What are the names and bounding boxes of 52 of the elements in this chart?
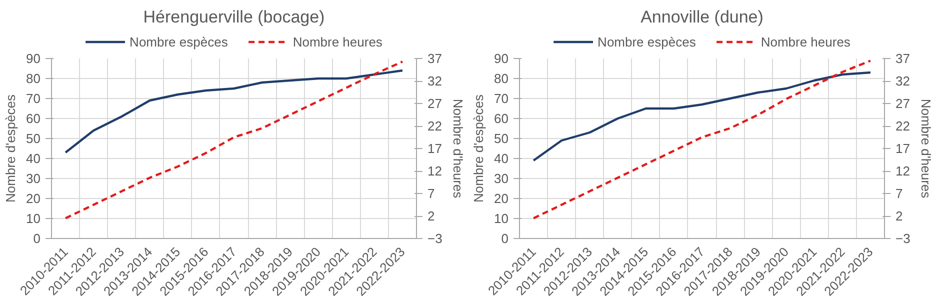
y-tick-label: 70	[26, 91, 41, 106]
chart-title: Hérenguerville (bocage)	[143, 8, 325, 26]
y2-tick-label: 27	[428, 96, 442, 111]
y-tick-label: 20	[494, 191, 509, 206]
y-tick-label: 30	[26, 171, 41, 186]
y2-tick-label: −3	[428, 231, 442, 246]
y2-tick-label: 17	[428, 141, 442, 156]
y-tick-label: 10	[26, 211, 41, 226]
y-tick-label: 50	[26, 131, 41, 146]
y-tick-label: 40	[494, 151, 509, 166]
legend-label: Nombre heures	[292, 34, 382, 49]
y2-axis-title: Nombre d'heures	[450, 98, 466, 199]
y-tick-label: 80	[494, 71, 509, 86]
y-tick-label: 70	[494, 91, 509, 106]
y-tick-label: 20	[26, 191, 41, 206]
y-tick-label: 30	[494, 171, 509, 186]
legend-label: Nombre espèces	[598, 34, 696, 49]
line-series	[532, 71, 872, 162]
y2-tick-label: 2	[428, 208, 435, 224]
y2-tick-label: 37	[428, 51, 442, 66]
y2-tick-label: −3	[896, 231, 910, 246]
y2-tick-label: 12	[428, 164, 442, 178]
line-series	[64, 69, 404, 154]
y2-tick-label: 32	[896, 74, 910, 88]
line-series	[532, 60, 872, 220]
y-tick-label: 60	[26, 111, 41, 126]
y-tick-label: 50	[494, 131, 509, 146]
y2-tick-label: 17	[896, 141, 910, 156]
y-tick-label: 40	[26, 151, 41, 166]
y2-tick-label: 7	[428, 186, 435, 201]
y-tick-label: 80	[26, 71, 41, 86]
y2-tick-label: 12	[896, 164, 910, 178]
line-series	[64, 60, 404, 220]
legend-label: Nombre heures	[760, 34, 850, 49]
y2-tick-label: 27	[896, 96, 910, 111]
y-tick-label: 0	[501, 231, 509, 246]
y2-tick-label: 37	[896, 51, 910, 66]
y-axis-title: Nombre d'espèces	[3, 94, 18, 202]
y-tick-label: 90	[494, 51, 509, 66]
chart-title: Annoville (dune)	[640, 8, 764, 26]
y2-axis-title: Nombre d'heures	[918, 98, 934, 199]
y2-tick-label: 22	[896, 118, 910, 134]
y-axis-title: Nombre d'espèces	[471, 94, 486, 202]
y-tick-label: 0	[33, 231, 41, 246]
legend-label: Nombre espèces	[130, 34, 228, 49]
y-tick-label: 10	[494, 211, 509, 226]
y2-tick-label: 32	[428, 74, 442, 88]
y2-tick-label: 2	[896, 208, 903, 224]
y-tick-label: 60	[494, 111, 509, 126]
y-tick-label: 90	[26, 51, 41, 66]
y2-tick-label: 7	[896, 186, 903, 201]
y2-tick-label: 22	[428, 118, 442, 134]
